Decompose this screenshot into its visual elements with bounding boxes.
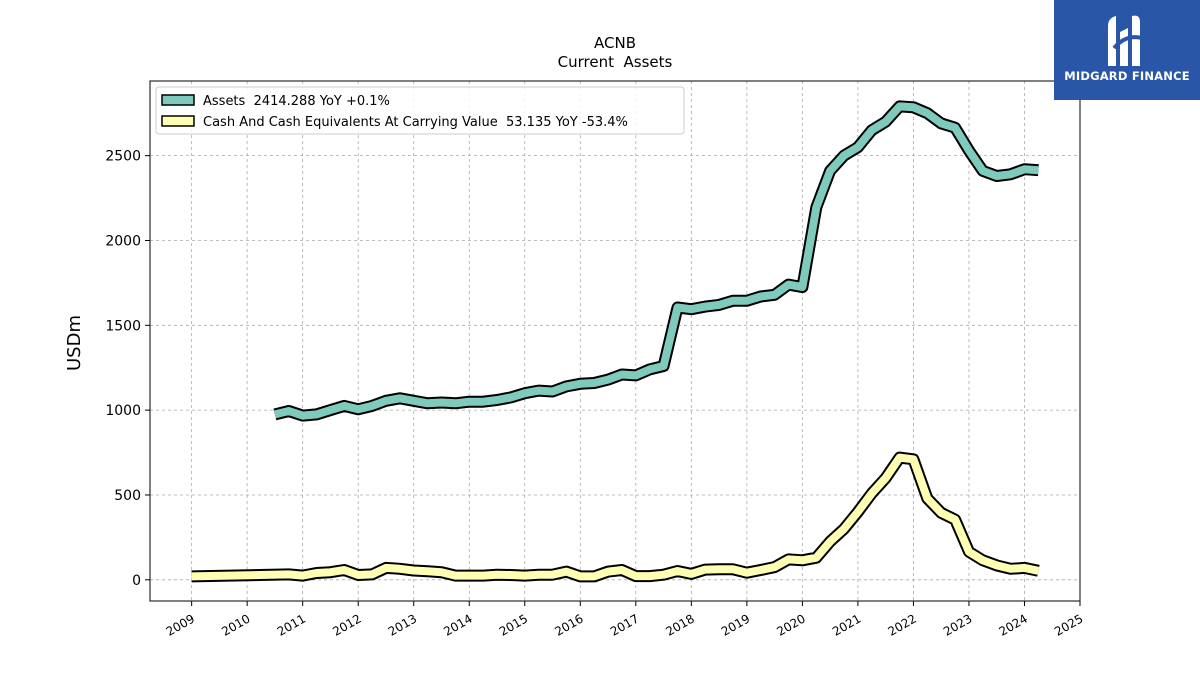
midgard-logo-icon <box>1108 15 1143 67</box>
x-tick-label: 2021 <box>830 611 863 638</box>
x-tick-label: 2015 <box>497 611 530 638</box>
series-0-line <box>273 102 1039 420</box>
x-tick-label: 2013 <box>386 611 419 638</box>
y-tick-label: 1500 <box>105 318 141 334</box>
y-tick-label: 2500 <box>105 149 141 165</box>
brand-logo: MIDGARD FINANCE <box>1054 0 1200 100</box>
x-tick-label: 2017 <box>608 611 641 638</box>
x-tick-label: 2010 <box>219 611 252 638</box>
series-1-line <box>191 453 1040 581</box>
x-tick-label: 2016 <box>552 611 585 638</box>
y-axis-label: USDm <box>64 315 85 371</box>
x-tick-label: 2024 <box>997 611 1030 638</box>
legend-label-cash: Cash And Cash Equivalents At Carrying Va… <box>203 115 628 130</box>
x-tick-label: 2025 <box>1052 611 1085 638</box>
grid-lines <box>150 81 1081 601</box>
plot-frame <box>149 80 1081 602</box>
legend-swatch-assets <box>161 94 195 106</box>
x-tick-label: 2022 <box>885 611 918 638</box>
y-tick-label: 1000 <box>105 403 141 419</box>
x-tick-label: 2012 <box>330 611 363 638</box>
legend-label-assets: Assets 2414.288 YoY +0.1% <box>203 94 390 109</box>
x-tick-label: 2018 <box>663 611 696 638</box>
series-lines <box>191 100 1040 583</box>
y-tick-label: 500 <box>114 488 141 504</box>
legend-swatch-cash <box>161 115 195 127</box>
legend: Assets 2414.288 YoY +0.1% Cash And Cash … <box>155 86 685 135</box>
x-tick-label: 2011 <box>275 611 308 638</box>
x-tick-label: 2009 <box>164 611 197 638</box>
axes: 0 500 1000 1500 2000 2500 2009 2010 2011 2012 2013… <box>105 149 1085 639</box>
brand-name: MIDGARD FINANCE <box>1064 69 1190 83</box>
series-1-outline <box>191 451 1040 583</box>
y-tick-label: 0 <box>132 573 141 589</box>
chart-subtitle: Current Assets <box>558 53 673 71</box>
legend-box <box>155 86 685 135</box>
x-tick-label: 2023 <box>941 611 974 638</box>
x-tick-label: 2014 <box>441 611 474 638</box>
y-tick-label: 2000 <box>105 233 141 249</box>
x-tick-label: 2019 <box>719 611 752 638</box>
chart-title: ACNB <box>594 34 636 52</box>
x-tick-label: 2020 <box>774 611 807 638</box>
